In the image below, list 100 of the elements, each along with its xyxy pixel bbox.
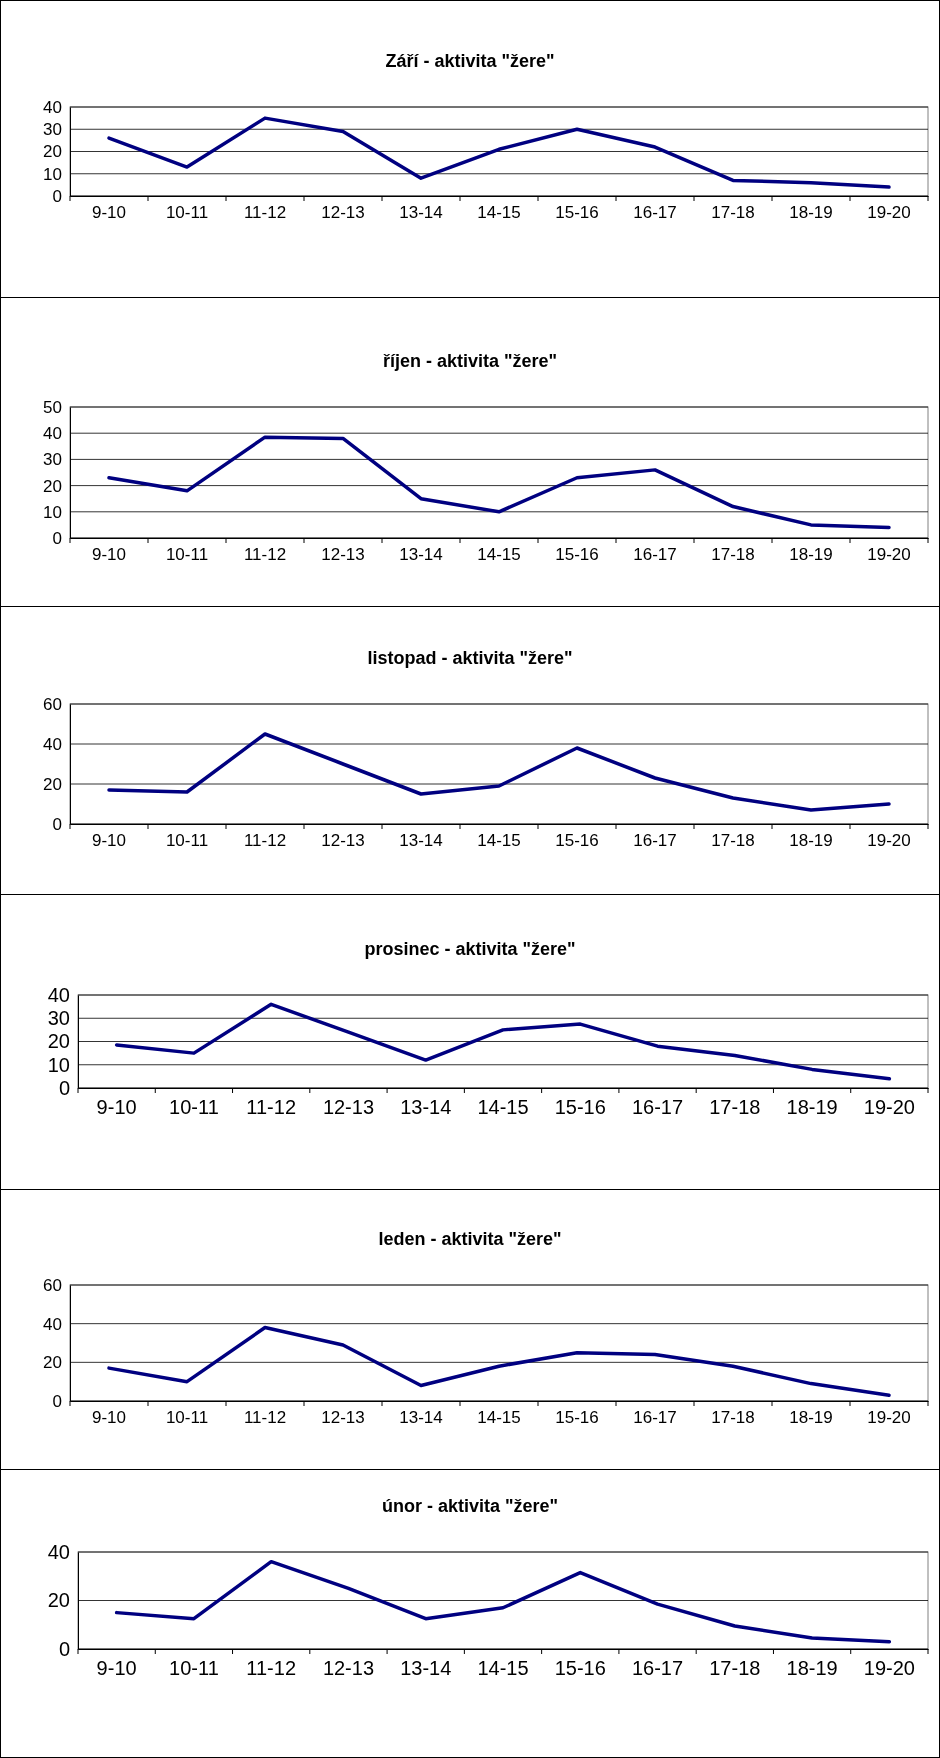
x-tick-label: 16-17 (633, 545, 677, 565)
y-tick-label: 50 (43, 397, 62, 417)
x-tick-label: 9-10 (96, 1096, 137, 1119)
x-tick-label: 16-17 (631, 1657, 684, 1680)
chart-title: říjen - aktivita "žere" (382, 351, 558, 371)
x-tick-label: 11-12 (246, 1096, 297, 1119)
x-tick-label: 10-11 (165, 203, 209, 223)
x-tick-label: 12-13 (321, 203, 365, 223)
chart-title: leden - aktivita "žere" (378, 1229, 562, 1249)
x-tick-label: 17-18 (711, 203, 755, 223)
x-tick-label: 10-11 (165, 831, 209, 851)
x-tick-label: 17-18 (711, 545, 755, 565)
y-tick-label: 40 (43, 1314, 62, 1334)
x-tick-label: 12-13 (322, 1096, 375, 1119)
line-series (107, 435, 891, 530)
x-tick-label: 10-11 (165, 1408, 209, 1428)
y-tick-label: 40 (43, 734, 62, 754)
x-tick-label: 15-16 (555, 545, 599, 565)
y-tick-label: 40 (47, 1540, 70, 1563)
line-series (107, 116, 891, 189)
y-tick-label: 30 (43, 450, 62, 470)
line-series (114, 1559, 892, 1644)
x-tick-label: 19-20 (867, 203, 911, 223)
x-tick-label: 18-19 (786, 1657, 838, 1680)
x-tick-label: 17-18 (711, 1408, 755, 1428)
x-tick-label: 11-12 (243, 1408, 287, 1428)
line-series (114, 1002, 892, 1081)
x-tick-label: 11-12 (243, 831, 287, 851)
x-tick-label: 9-10 (96, 1657, 137, 1680)
x-tick-label: 16-17 (633, 203, 677, 223)
y-tick-label: 60 (43, 1275, 62, 1295)
y-tick-label: 0 (52, 1391, 62, 1411)
x-tick-label: 12-13 (321, 1408, 365, 1428)
y-tick-label: 0 (52, 814, 62, 834)
y-tick-label: 20 (43, 142, 62, 162)
x-tick-label: 19-20 (863, 1096, 915, 1119)
x-tick-label: 12-13 (321, 831, 365, 851)
x-tick-label: 11-12 (246, 1657, 297, 1680)
x-tick-label: 13-14 (399, 831, 443, 851)
x-tick-label: 11-12 (243, 545, 287, 565)
line-series (107, 1325, 891, 1397)
x-tick-label: 10-11 (169, 1657, 219, 1680)
x-tick-label: 11-12 (243, 203, 287, 223)
y-tick-label: 10 (47, 1053, 70, 1076)
x-tick-label: 18-19 (789, 545, 833, 565)
x-tick-label: 9-10 (91, 1408, 127, 1428)
x-tick-label: 14-15 (477, 203, 521, 223)
x-tick-label: 16-17 (633, 831, 677, 851)
x-tick-label: 18-19 (789, 1408, 833, 1428)
x-tick-label: 17-18 (709, 1096, 761, 1119)
x-tick-label: 19-20 (863, 1657, 915, 1680)
x-tick-label: 10-11 (165, 545, 209, 565)
chart-title: únor - aktivita "žere" (381, 1496, 559, 1516)
x-tick-label: 15-16 (555, 203, 599, 223)
x-tick-label: 19-20 (867, 545, 911, 565)
x-tick-label: 15-16 (554, 1096, 606, 1119)
x-tick-label: 13-14 (400, 1096, 452, 1119)
x-tick-label: 14-15 (477, 1657, 529, 1680)
y-tick-label: 10 (43, 502, 62, 522)
y-tick-label: 30 (47, 1007, 70, 1030)
x-tick-label: 14-15 (477, 545, 521, 565)
y-tick-label: 20 (43, 774, 62, 794)
x-tick-label: 16-17 (633, 1408, 677, 1428)
x-tick-label: 17-18 (709, 1657, 761, 1680)
y-tick-label: 0 (58, 1076, 70, 1099)
x-tick-label: 9-10 (91, 831, 127, 851)
x-tick-label: 19-20 (867, 1408, 911, 1428)
y-tick-label: 20 (47, 1030, 70, 1053)
x-tick-label: 18-19 (789, 831, 833, 851)
x-tick-label: 13-14 (399, 1408, 443, 1428)
y-tick-label: 40 (43, 97, 62, 117)
x-tick-label: 17-18 (711, 831, 755, 851)
x-tick-label: 14-15 (477, 831, 521, 851)
x-tick-label: 13-14 (400, 1657, 452, 1680)
x-tick-label: 9-10 (91, 545, 127, 565)
x-tick-label: 15-16 (554, 1657, 606, 1680)
y-tick-label: 60 (43, 694, 62, 714)
x-tick-label: 12-13 (322, 1657, 375, 1680)
x-tick-label: 13-14 (399, 203, 443, 223)
x-tick-label: 14-15 (477, 1408, 521, 1428)
chart-title: listopad - aktivita "žere" (367, 648, 573, 668)
y-tick-label: 0 (52, 186, 62, 206)
y-tick-label: 0 (52, 528, 62, 548)
y-tick-label: 0 (58, 1637, 70, 1660)
x-tick-label: 12-13 (321, 545, 365, 565)
y-tick-label: 20 (47, 1589, 70, 1612)
x-tick-label: 16-17 (631, 1096, 684, 1119)
x-tick-label: 18-19 (786, 1096, 838, 1119)
y-tick-label: 30 (43, 120, 62, 140)
y-tick-label: 40 (43, 424, 62, 444)
x-tick-label: 14-15 (477, 1096, 529, 1119)
x-tick-label: 19-20 (867, 831, 911, 851)
y-tick-label: 10 (43, 164, 62, 184)
x-tick-label: 13-14 (399, 545, 443, 565)
x-tick-label: 9-10 (91, 203, 127, 223)
y-tick-label: 40 (47, 983, 70, 1006)
y-tick-label: 20 (43, 1353, 62, 1373)
line-series (107, 732, 891, 812)
x-tick-label: 10-11 (169, 1096, 219, 1119)
y-tick-label: 20 (43, 476, 62, 496)
